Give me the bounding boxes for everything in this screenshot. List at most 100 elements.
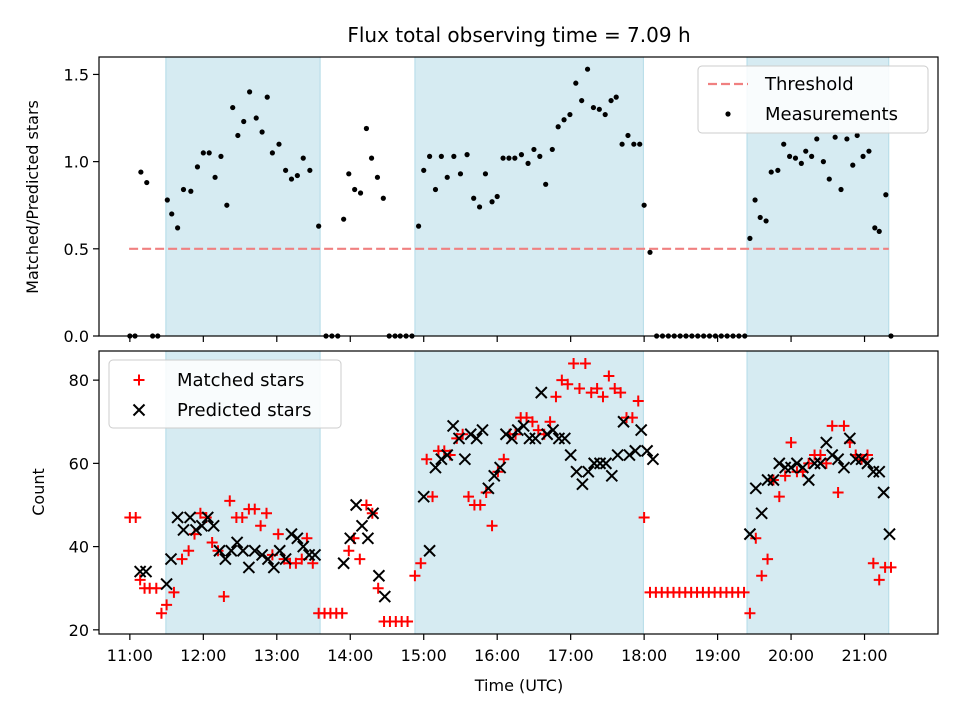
measurement-point bbox=[212, 174, 218, 180]
matched-star-point bbox=[591, 382, 603, 394]
measurement-point bbox=[512, 155, 518, 161]
legend-frame bbox=[697, 65, 929, 134]
measurement-point bbox=[300, 155, 306, 161]
predicted-star-point bbox=[855, 452, 868, 466]
matched-star-point bbox=[603, 370, 615, 382]
predicted-star-point bbox=[825, 448, 839, 462]
measurement-point bbox=[792, 155, 799, 161]
predicted-star-point bbox=[570, 465, 583, 478]
measurement-point bbox=[363, 125, 370, 132]
measurement-point bbox=[180, 186, 187, 193]
measurement-point bbox=[241, 118, 247, 125]
measurement-point bbox=[230, 104, 236, 111]
matched-star-point bbox=[261, 507, 273, 519]
measurement-point bbox=[224, 202, 230, 208]
y-tick-label: 80 bbox=[69, 371, 89, 390]
measurement-point bbox=[647, 249, 653, 255]
measurement-point bbox=[820, 159, 826, 165]
measurement-point bbox=[803, 148, 809, 154]
predicted-star-point bbox=[796, 461, 810, 474]
measurement-point bbox=[876, 228, 882, 234]
predicted-star-point bbox=[482, 482, 495, 495]
legend-predicted-swatch bbox=[132, 403, 146, 417]
measurement-point bbox=[169, 211, 175, 217]
predicted-star-point bbox=[435, 452, 448, 466]
predicted-star-point bbox=[877, 486, 890, 499]
matched-star-point bbox=[832, 487, 844, 498]
matched-star-point bbox=[632, 395, 644, 407]
predicted-star-point bbox=[291, 532, 304, 545]
predicted-star-point bbox=[629, 444, 642, 458]
measurement-point bbox=[421, 167, 427, 173]
predicted-star-point bbox=[423, 544, 436, 557]
y-tick-label: 1.0 bbox=[64, 153, 89, 172]
predicted-star-point bbox=[195, 519, 209, 533]
predicted-star-point bbox=[308, 548, 322, 562]
predicted-star-point bbox=[511, 423, 524, 437]
measurement-point bbox=[590, 104, 597, 111]
predicted-star-point bbox=[297, 540, 310, 553]
predicted-star-point bbox=[873, 465, 886, 478]
y-tick-label: 40 bbox=[69, 538, 89, 557]
measurement-point bbox=[194, 164, 201, 170]
bottom-axes-frame bbox=[98, 350, 939, 635]
predicted-star-point bbox=[349, 498, 363, 512]
predicted-star-point bbox=[476, 423, 489, 437]
predicted-star-point bbox=[344, 532, 357, 545]
predicted-star-point bbox=[837, 461, 851, 474]
ratio-panel: 0.0 0.5 1.0 1.5 Matched/Predicted stars Thr… bbox=[23, 56, 939, 346]
matched-star-point bbox=[762, 553, 774, 565]
predicted-star-point bbox=[366, 507, 380, 520]
predicted-star-point bbox=[611, 448, 624, 462]
measurement-point bbox=[357, 190, 364, 196]
y-tick-label: 0.0 bbox=[64, 327, 89, 346]
matched-star-point bbox=[224, 495, 236, 507]
predicted-star-point bbox=[605, 469, 619, 483]
matched-star-point bbox=[130, 511, 142, 523]
legend-frame bbox=[108, 359, 342, 429]
measurement-point bbox=[471, 195, 477, 201]
predicted-star-point bbox=[540, 428, 554, 441]
matched-star-point bbox=[255, 520, 267, 532]
x-tick-label: 11:00 bbox=[107, 646, 153, 665]
measurement-point bbox=[786, 153, 793, 159]
top-axes-frame bbox=[98, 56, 939, 337]
measurement-point bbox=[768, 169, 774, 175]
matched-star-point bbox=[451, 432, 463, 444]
y-tick-label: 1.5 bbox=[64, 65, 89, 84]
measurement-point bbox=[850, 162, 856, 168]
measurement-point bbox=[798, 160, 804, 166]
measurement-point bbox=[561, 117, 567, 123]
measurement-point bbox=[518, 152, 525, 158]
predicted-star-point bbox=[599, 457, 613, 470]
predicted-star-point bbox=[849, 452, 862, 466]
measurement-point bbox=[307, 167, 313, 173]
y-tick-label: 20 bbox=[69, 621, 89, 640]
predicted-star-point bbox=[452, 432, 466, 445]
matched-star-point bbox=[785, 437, 797, 449]
measurement-point bbox=[144, 179, 150, 186]
measurement-point bbox=[432, 186, 439, 193]
measurement-point bbox=[631, 141, 637, 147]
predicted-star-point bbox=[808, 457, 821, 470]
matched-star-point bbox=[568, 357, 580, 369]
predicted-star-point bbox=[820, 436, 833, 449]
measurement-point bbox=[747, 235, 753, 241]
predicted-star-point bbox=[171, 511, 184, 524]
predicted-star-point bbox=[189, 523, 203, 537]
matched-star-point bbox=[750, 532, 762, 544]
predicted-star-point bbox=[446, 419, 460, 433]
observing-window bbox=[165, 56, 321, 337]
measurement-point bbox=[206, 150, 212, 156]
predicted-star-point bbox=[236, 544, 250, 557]
matched-star-point bbox=[218, 591, 230, 603]
predicted-star-point bbox=[242, 561, 256, 574]
matched-star-point bbox=[885, 561, 897, 573]
predicted-star-point bbox=[160, 577, 173, 591]
predicted-star-point bbox=[225, 544, 238, 557]
x-tick-label: 17:00 bbox=[548, 646, 594, 665]
predicted-star-point bbox=[867, 465, 880, 478]
measurement-point bbox=[537, 153, 543, 159]
measurement-point bbox=[752, 197, 758, 203]
matched-star-point bbox=[343, 545, 355, 557]
